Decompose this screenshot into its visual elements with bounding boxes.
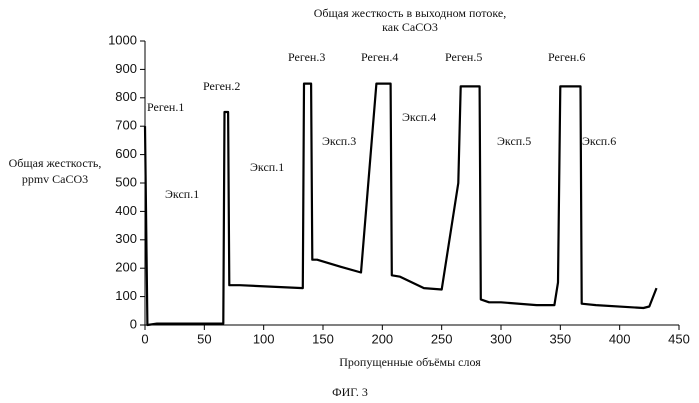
y-tick-label: 100 <box>115 288 137 303</box>
x-tick-label: 100 <box>253 331 275 346</box>
x-tick-label: 0 <box>141 331 148 346</box>
annotation: Реген.2 <box>203 79 240 93</box>
annotation: Реген.3 <box>288 50 325 64</box>
chart-title: как CaCO3 <box>382 20 438 34</box>
x-tick-label: 250 <box>431 331 453 346</box>
x-tick-label: 150 <box>312 331 334 346</box>
annotation: Эксп.1 <box>165 187 199 201</box>
y-tick-label: 400 <box>115 203 137 218</box>
caption: ФИГ. 3 <box>332 385 368 399</box>
annotation: Эксп.4 <box>402 110 436 124</box>
y-tick-label: 800 <box>115 89 137 104</box>
x-tick-label: 350 <box>549 331 571 346</box>
x-tick-label: 200 <box>371 331 393 346</box>
annotation: Эксп.5 <box>497 134 531 148</box>
x-axis-label: Пропущенные объёмы слоя <box>339 355 481 369</box>
annotation: Реген.1 <box>147 100 184 114</box>
annotation: Реген.4 <box>361 50 398 64</box>
x-tick-label: 400 <box>609 331 631 346</box>
y-tick-label: 300 <box>115 231 137 246</box>
x-tick-label: 450 <box>668 331 690 346</box>
y-tick-label: 1000 <box>108 32 137 47</box>
y-tick-label: 600 <box>115 146 137 161</box>
annotation: Эксп.6 <box>582 134 616 148</box>
annotation: Реген.6 <box>548 50 585 64</box>
x-tick-label: 50 <box>197 331 211 346</box>
annotation: Эксп.1 <box>250 160 284 174</box>
y-axis-label: ppmv CaCO3 <box>22 172 88 186</box>
chart: Общая жесткость в выходном потоке, как C… <box>0 0 699 403</box>
data-line <box>145 84 657 325</box>
x-tick-label: 300 <box>490 331 512 346</box>
annotation: Эксп.3 <box>322 134 356 148</box>
annotation: Реген.5 <box>445 50 482 64</box>
y-tick-label: 500 <box>115 174 137 189</box>
y-tick-label: 200 <box>115 260 137 275</box>
y-tick-label: 0 <box>130 316 137 331</box>
chart-title: Общая жесткость в выходном потоке, <box>314 6 506 20</box>
y-tick-label: 900 <box>115 61 137 76</box>
y-axis-label: Общая жесткость, <box>9 156 102 170</box>
y-tick-label: 700 <box>115 118 137 133</box>
